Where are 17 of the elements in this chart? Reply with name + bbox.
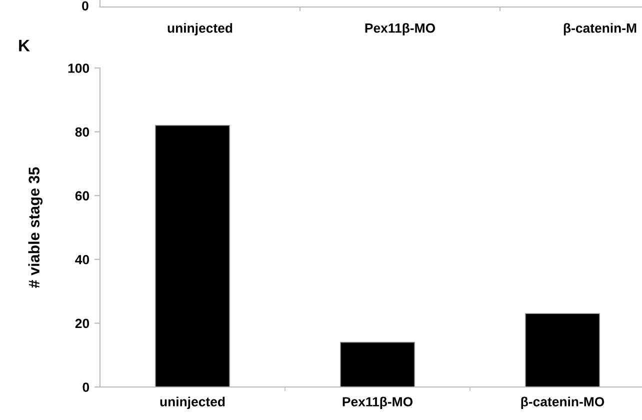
- x-tick-label: Pex11β-MO: [342, 396, 413, 410]
- y-tick-label: 20: [75, 318, 90, 328]
- text: Pex11β-MO: [365, 23, 436, 36]
- x-tick-label: uninjected: [160, 396, 225, 410]
- y-tick-label: 100: [68, 64, 90, 73]
- y-tick-label: 0: [82, 382, 90, 392]
- text: uninjected: [168, 23, 232, 36]
- y-tick-label: 80: [75, 127, 90, 137]
- y-axis-title: # viable stage 35: [28, 167, 43, 288]
- y-tick-label: 40: [75, 254, 90, 264]
- bar: [155, 125, 230, 387]
- y-tick-label: 60: [75, 191, 90, 201]
- bar: [340, 342, 415, 387]
- text: K: [19, 40, 30, 52]
- x-tick-label: β-catenin-MO: [521, 396, 604, 410]
- text: β-catenin-M: [564, 23, 636, 36]
- bar: [525, 313, 600, 387]
